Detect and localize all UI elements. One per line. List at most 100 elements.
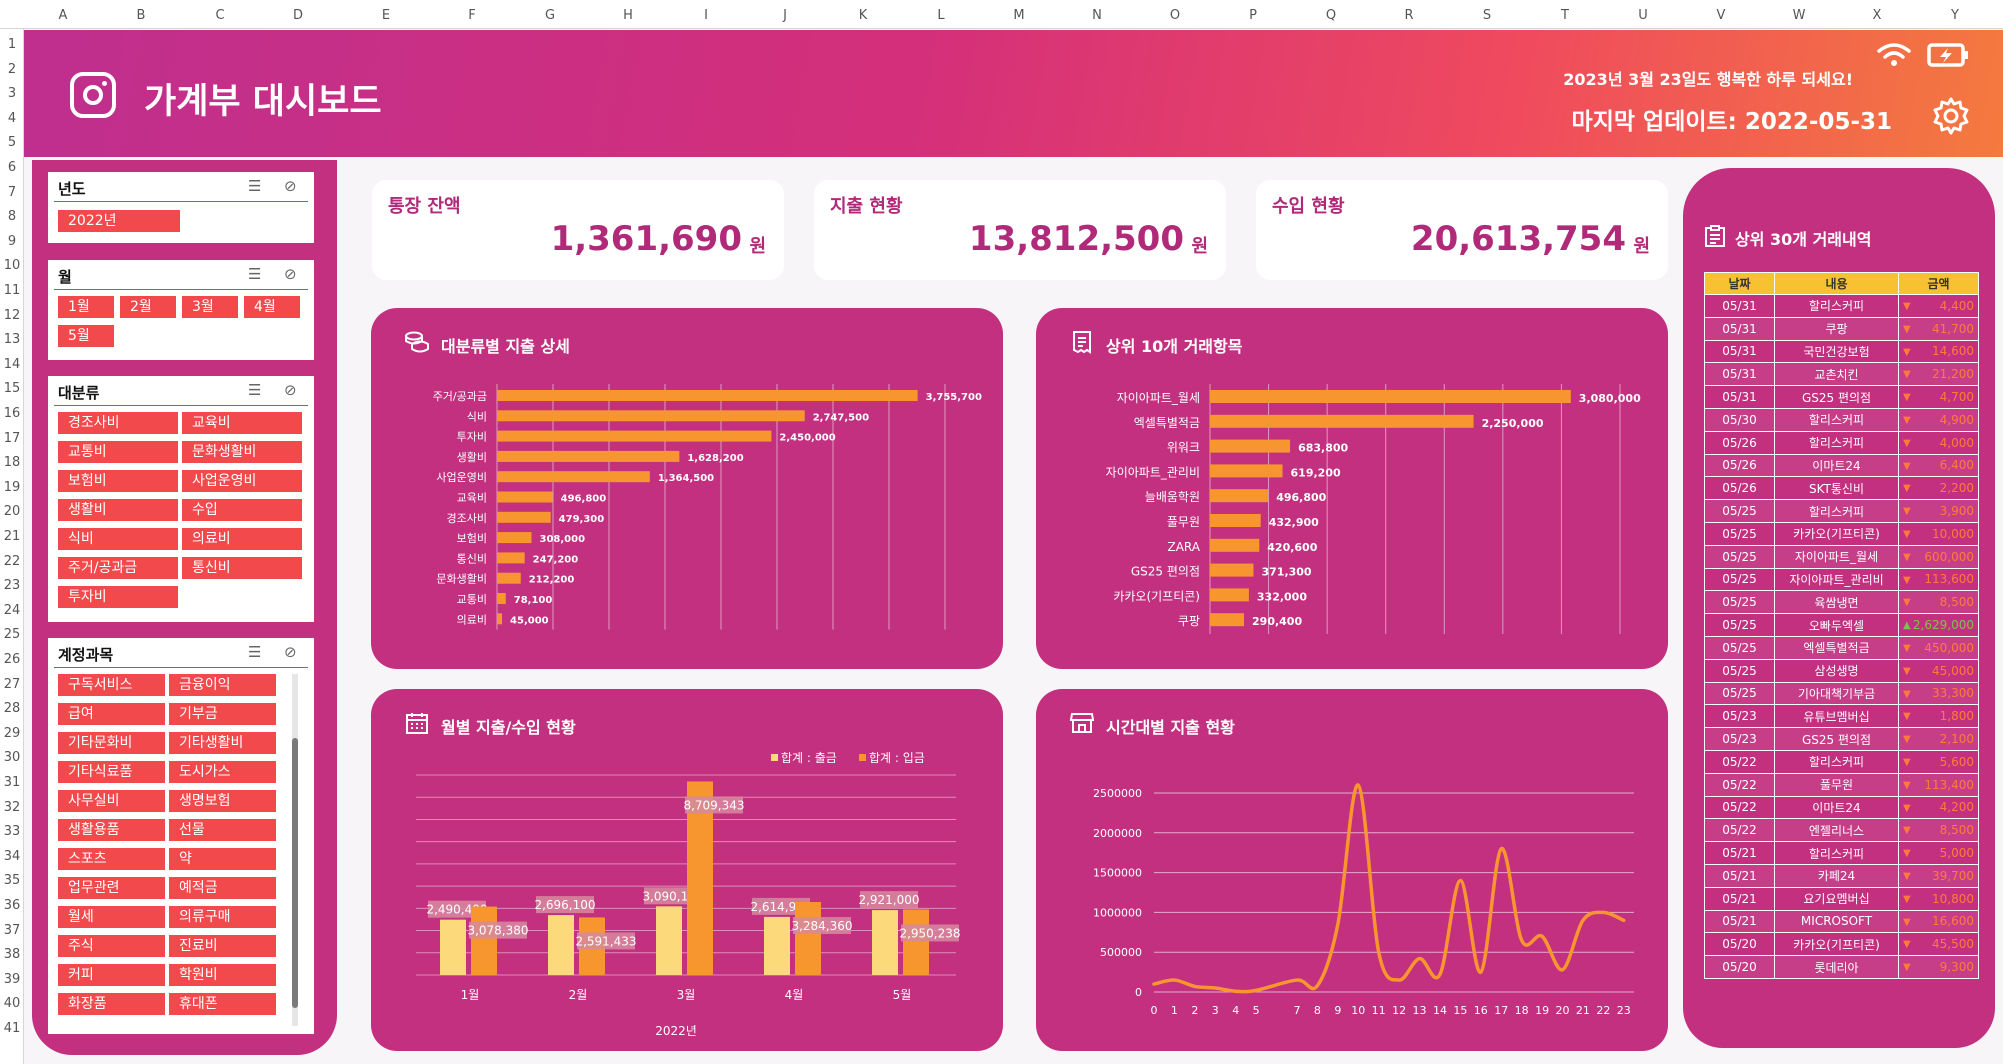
column-header-cell[interactable]: K xyxy=(858,8,868,23)
row-header-cell[interactable]: 20 xyxy=(3,504,21,520)
column-header-cell[interactable]: B xyxy=(136,8,146,23)
row-header-cell[interactable]: 24 xyxy=(3,602,21,618)
column-header-cell[interactable]: T xyxy=(1561,8,1569,23)
row-header-cell[interactable]: 29 xyxy=(3,725,21,741)
clear-filter-icon[interactable]: ⊘ xyxy=(284,265,297,283)
slicer-year-item[interactable]: 2022년 xyxy=(58,210,180,232)
row-header-cell[interactable]: 25 xyxy=(3,627,21,643)
table-row[interactable]: 05/21 할리스커피 ▼ 5,000 xyxy=(1704,841,1979,865)
row-header-cell[interactable]: 13 xyxy=(3,332,21,348)
column-header-cell[interactable]: N xyxy=(1092,8,1102,23)
settings-gear-icon[interactable] xyxy=(1931,96,1971,136)
slicer-category-item[interactable]: 사업운영비 xyxy=(182,470,302,492)
table-row[interactable]: 05/23 GS25 편의점 ▼ 2,100 xyxy=(1704,727,1979,751)
row-header-cell[interactable]: 12 xyxy=(3,307,21,323)
slicer-month-item[interactable]: 5월 xyxy=(58,325,114,347)
row-header-cell[interactable]: 30 xyxy=(3,750,21,766)
column-header-cell[interactable]: O xyxy=(1169,8,1181,23)
slicer-account-item[interactable]: 휴대폰 xyxy=(169,993,276,1015)
slicer-account-item[interactable]: 사무실비 xyxy=(58,790,165,812)
row-header-cell[interactable]: 35 xyxy=(3,873,21,889)
column-header-cell[interactable]: J xyxy=(783,8,787,23)
table-row[interactable]: 05/31 교촌치킨 ▼ 21,200 xyxy=(1704,362,1979,387)
column-header-cell[interactable]: V xyxy=(1716,8,1726,23)
row-header-cell[interactable]: 39 xyxy=(3,971,21,987)
row-header-cell[interactable]: 38 xyxy=(3,947,21,963)
column-header-cell[interactable]: Y xyxy=(1951,8,1959,23)
column-header-cell[interactable]: D xyxy=(292,8,304,23)
slicer-account-item[interactable]: 기타문화비 xyxy=(58,732,165,754)
column-header-cell[interactable]: U xyxy=(1638,8,1648,23)
row-header-cell[interactable]: 28 xyxy=(3,701,21,717)
slicer-account-item[interactable]: 구독서비스 xyxy=(58,674,165,696)
slicer-account-item[interactable]: 선물 xyxy=(169,819,276,841)
slicer-category-item[interactable]: 생활비 xyxy=(58,499,178,521)
clear-filter-icon[interactable]: ⊘ xyxy=(284,643,297,661)
row-header-cell[interactable]: 37 xyxy=(3,922,21,938)
table-row[interactable]: 05/25 자이아파트_월세 ▼ 600,000 xyxy=(1704,544,1979,569)
table-row[interactable]: 05/31 쿠팡 ▼ 41,700 xyxy=(1704,316,1979,341)
table-row[interactable]: 05/25 자이아파트_관리비 ▼ 113,600 xyxy=(1704,567,1979,592)
slicer-month-item[interactable]: 4월 xyxy=(244,296,300,318)
table-row[interactable]: 05/21 요기요멤버십 ▼ 10,800 xyxy=(1704,886,1979,911)
slicer-category-item[interactable]: 통신비 xyxy=(182,557,302,579)
row-header-cell[interactable]: 9 xyxy=(7,233,17,249)
column-header-cell[interactable]: X xyxy=(1872,8,1882,23)
row-header-cell[interactable]: 26 xyxy=(3,652,21,667)
multi-select-icon[interactable]: ☰ xyxy=(248,381,262,399)
slicer-account-item[interactable]: 기타식료품 xyxy=(58,761,165,783)
slicer-account-item[interactable]: 생명보험 xyxy=(169,790,276,812)
table-row[interactable]: 05/25 오빠두엑셀 ▲ 2,629,000 xyxy=(1704,613,1979,637)
row-header-cell[interactable]: 3 xyxy=(7,86,17,102)
slicer-account-item[interactable]: 화장품 xyxy=(58,993,165,1015)
slicer-account-item[interactable]: 급여 xyxy=(58,703,165,725)
row-header-cell[interactable]: 41 xyxy=(3,1021,21,1036)
slicer-month-item[interactable]: 2월 xyxy=(120,296,176,318)
row-header-cell[interactable]: 18 xyxy=(3,455,21,471)
column-header-cell[interactable]: R xyxy=(1404,8,1414,23)
row-header-cell[interactable]: 27 xyxy=(3,676,21,692)
table-row[interactable]: 05/26 SKT통신비 ▼ 2,200 xyxy=(1704,476,1979,501)
table-row[interactable]: 05/21 카페24 ▼ 39,700 xyxy=(1704,863,1979,888)
table-row[interactable]: 05/25 기아대책기부금 ▼ 33,300 xyxy=(1704,681,1979,706)
row-header-cell[interactable]: 1 xyxy=(7,37,17,52)
row-header-cell[interactable]: 40 xyxy=(3,996,21,1012)
slicer-scrollbar-thumb[interactable] xyxy=(292,738,298,1008)
table-row[interactable]: 05/31 GS25 편의점 ▼ 4,700 xyxy=(1704,385,1979,409)
row-header-cell[interactable]: 11 xyxy=(3,283,21,298)
table-row[interactable]: 05/23 유튜브멤버십 ▼ 1,800 xyxy=(1704,704,1979,729)
clear-filter-icon[interactable]: ⊘ xyxy=(284,381,297,399)
slicer-account-item[interactable]: 월세 xyxy=(58,906,165,928)
row-header-cell[interactable]: 21 xyxy=(3,529,21,544)
table-row[interactable]: 05/22 풀무원 ▼ 113,400 xyxy=(1704,772,1979,797)
slicer-account-item[interactable]: 도시가스 xyxy=(169,761,276,783)
slicer-account-item[interactable]: 업무관련 xyxy=(58,877,165,899)
row-header-cell[interactable]: 22 xyxy=(3,553,21,569)
slicer-account-item[interactable]: 진료비 xyxy=(169,935,276,957)
table-row[interactable]: 05/22 할리스커피 ▼ 5,600 xyxy=(1704,749,1979,774)
column-header-cell[interactable]: F xyxy=(468,8,476,23)
slicer-account-item[interactable]: 예적금 xyxy=(169,877,276,899)
slicer-account-item[interactable]: 주식 xyxy=(58,935,165,957)
row-header-cell[interactable]: 14 xyxy=(3,356,21,372)
column-header-cell[interactable]: M xyxy=(1013,8,1025,23)
row-header-cell[interactable]: 36 xyxy=(3,898,21,913)
slicer-category-item[interactable]: 식비 xyxy=(58,528,178,550)
row-header-cell[interactable]: 34 xyxy=(3,848,21,864)
row-header-cell[interactable]: 10 xyxy=(3,258,21,274)
slicer-category-item[interactable]: 주거/공과금 xyxy=(58,557,178,579)
slicer-account-item[interactable]: 생활용품 xyxy=(58,819,165,841)
column-header-cell[interactable]: Q xyxy=(1325,8,1337,23)
table-row[interactable]: 05/22 이마트24 ▼ 4,200 xyxy=(1704,795,1979,820)
slicer-category-item[interactable]: 수입 xyxy=(182,499,302,521)
slicer-category-item[interactable]: 문화생활비 xyxy=(182,441,302,463)
slicer-account-item[interactable]: 약 xyxy=(169,848,276,870)
row-header-cell[interactable]: 15 xyxy=(3,381,21,397)
column-header-cell[interactable]: G xyxy=(544,8,556,23)
table-row[interactable]: 05/31 할리스커피 ▼ 4,400 xyxy=(1704,294,1979,318)
row-header-cell[interactable]: 23 xyxy=(3,578,21,594)
column-header-cell[interactable]: S xyxy=(1482,8,1492,23)
slicer-category-item[interactable]: 교육비 xyxy=(182,412,302,434)
slicer-account-item[interactable]: 스포츠 xyxy=(58,848,165,870)
table-row[interactable]: 05/25 엑셀특별적금 ▼ 450,000 xyxy=(1704,635,1979,660)
